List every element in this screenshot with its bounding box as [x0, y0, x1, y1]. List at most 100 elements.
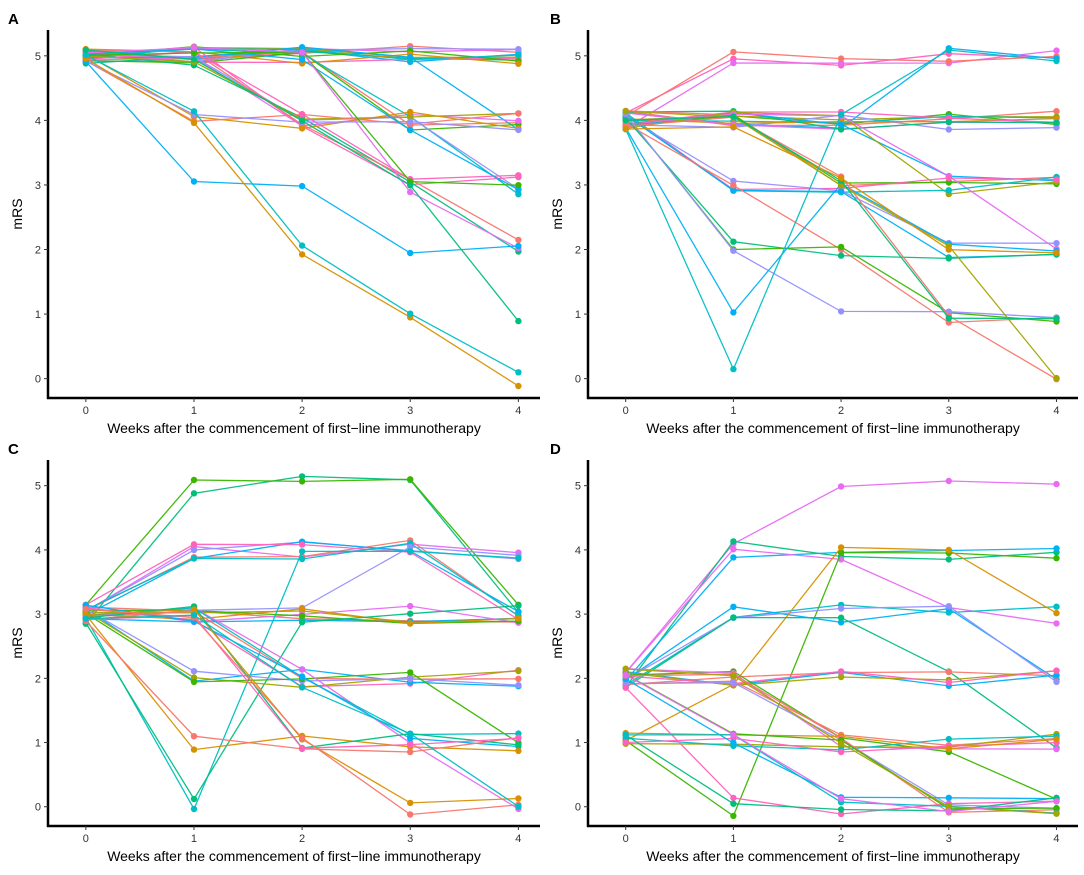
data-point [730, 679, 737, 686]
data-point [730, 739, 737, 747]
panel-letter: A [8, 11, 19, 28]
data-point [1053, 108, 1060, 115]
data-point [945, 803, 952, 810]
series-line [85, 614, 519, 808]
data-point [407, 748, 414, 756]
data-point [945, 255, 952, 262]
data-point [945, 187, 952, 194]
data-point [837, 111, 845, 118]
data-point [945, 745, 952, 752]
data-point [298, 673, 306, 680]
data-point [515, 117, 522, 125]
data-point [1053, 249, 1060, 257]
data-point [190, 746, 198, 753]
x-axis-label: Weeks after the commencement of first−li… [646, 420, 1020, 436]
data-point [622, 125, 629, 133]
data-point [407, 741, 414, 748]
data-point [298, 548, 306, 555]
data-point [730, 123, 737, 131]
data-point [407, 730, 414, 737]
data-point [1053, 620, 1060, 627]
data-point [407, 602, 414, 610]
data-point [298, 473, 306, 480]
data-point [1053, 678, 1060, 686]
data-point [945, 174, 952, 182]
data-point [82, 605, 90, 613]
data-point [82, 51, 90, 59]
data-point [515, 615, 522, 622]
data-point [622, 684, 629, 691]
data-point [1053, 315, 1060, 322]
data-point [837, 806, 845, 813]
data-point [945, 735, 952, 743]
data-point [1053, 47, 1060, 54]
data-point [730, 182, 737, 189]
data-point [945, 546, 952, 554]
data-point [837, 243, 845, 251]
data-point [515, 172, 522, 179]
data-point [730, 812, 737, 820]
y-tick-label: 5 [35, 51, 41, 63]
data-point [945, 808, 952, 815]
x-tick-label: 4 [515, 405, 521, 417]
series-line [625, 114, 1057, 323]
data-point [1053, 176, 1060, 183]
x-axis-label: Weeks after the commencement of first−li… [107, 420, 481, 436]
y-tick-label: 4 [35, 545, 41, 557]
data-point [190, 178, 198, 185]
panel-letter: B [550, 11, 561, 28]
y-axis-label: mRS [9, 198, 25, 229]
x-tick-label: 1 [191, 833, 197, 845]
data-point [945, 794, 952, 801]
data-point [407, 188, 414, 196]
data-point [515, 60, 522, 67]
data-point [945, 126, 952, 133]
data-point [190, 541, 198, 548]
y-tick-label: 1 [35, 309, 41, 321]
data-point [515, 667, 522, 675]
x-tick-label: 0 [623, 833, 629, 845]
data-point [298, 242, 306, 249]
series-line [85, 608, 519, 804]
y-tick-label: 3 [575, 180, 581, 192]
data-point [1053, 667, 1060, 674]
series-line [625, 480, 1057, 673]
data-point [730, 800, 737, 807]
data-point [837, 182, 845, 189]
series-group [622, 45, 1060, 383]
data-point [730, 731, 737, 738]
data-point [407, 310, 414, 317]
data-point [407, 811, 414, 818]
data-point [837, 748, 845, 756]
data-point [407, 182, 414, 189]
data-point [407, 543, 414, 551]
data-point [515, 554, 522, 562]
data-point [837, 549, 845, 556]
data-point [515, 126, 522, 134]
y-tick-label: 2 [575, 673, 581, 685]
y-tick-label: 5 [35, 481, 41, 493]
data-point [1053, 57, 1060, 65]
data-point [190, 733, 198, 740]
data-point [837, 483, 845, 490]
x-tick-label: 4 [1053, 405, 1059, 417]
data-point [407, 548, 414, 555]
data-point [730, 238, 737, 245]
data-point [945, 477, 952, 485]
data-point [298, 49, 306, 56]
data-point [837, 126, 845, 133]
data-point [1053, 124, 1060, 131]
y-tick-label: 0 [575, 374, 581, 386]
data-point [190, 490, 198, 497]
y-tick-label: 3 [575, 609, 581, 621]
data-point [730, 59, 737, 67]
data-point [837, 605, 845, 612]
y-tick-label: 0 [35, 802, 41, 814]
y-tick-label: 4 [35, 115, 41, 127]
data-point [837, 614, 845, 621]
data-point [515, 747, 522, 754]
y-tick-label: 4 [575, 545, 581, 557]
data-point [515, 682, 522, 689]
data-point [730, 538, 737, 545]
data-point [407, 476, 414, 483]
